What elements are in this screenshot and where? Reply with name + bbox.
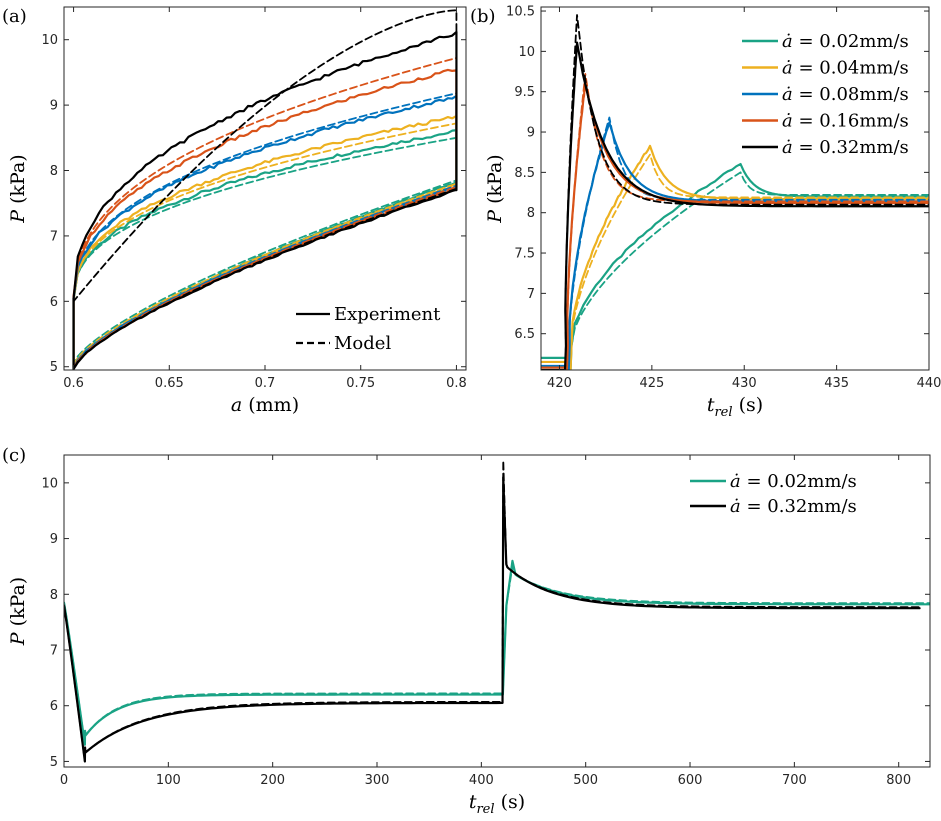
x-tick-label: 300	[365, 773, 390, 788]
panel-a-axes: 0.6 0.65 0.7 0.75 0.8 5 6 7 8 9 10 a (mm) P (kPa)	[7, 6, 467, 416]
y-tick-label: 9	[50, 532, 58, 547]
panel-c-0-02mm-s-experiment	[64, 559, 930, 746]
y-tick-label: 10	[518, 45, 535, 60]
panel-a-0-04mm-s-experiment	[72, 114, 458, 368]
panel-label-a: (a)	[2, 6, 27, 27]
x-tick-label: 600	[678, 773, 703, 788]
legend-label: ȧ = 0.04mm/s	[782, 58, 909, 79]
panel-c-frame	[63, 454, 931, 768]
y-tick-label: 7	[50, 644, 58, 659]
x-tick-label: 800	[886, 773, 911, 788]
legend-label: Model	[334, 333, 391, 354]
panel-a-legend: Experiment Model	[296, 304, 441, 354]
panel-a-0-04mm-s-model	[72, 122, 458, 366]
panel-c-legend: ȧ = 0.02mm/s ȧ = 0.32mm/s	[690, 471, 857, 517]
panel-c-0-02mm-s-model	[64, 565, 930, 746]
legend-label: ȧ = 0.32mm/s	[782, 137, 909, 158]
legend-label: ȧ = 0.02mm/s	[782, 31, 909, 52]
x-tick-label: 200	[260, 773, 285, 788]
panel-b-0-02mm-s-model	[541, 171, 929, 370]
panel-c-0-32mm-s-experiment	[64, 476, 921, 763]
x-tick-label: 435	[824, 376, 849, 391]
y-tick-label: 8	[50, 164, 58, 179]
panel-b-0-04mm-s-experiment	[541, 144, 929, 370]
panel-b-series	[541, 14, 929, 370]
x-tick-label: 0.6	[63, 376, 84, 391]
x-tick-label: 425	[639, 376, 664, 391]
panel-a-0-08mm-s-experiment	[72, 94, 458, 369]
y-tick-label: 7	[527, 287, 535, 302]
x-axis-label: trel (s)	[707, 394, 763, 420]
panel-label-c: (c)	[2, 445, 26, 466]
y-axis-label: P (kPa)	[484, 154, 506, 223]
y-tick-label: 9	[527, 126, 535, 141]
panel-b-0-04mm-s-model	[541, 153, 929, 370]
x-tick-label: 100	[156, 773, 181, 788]
panel-label-b: (b)	[470, 6, 496, 27]
x-tick-label: 500	[573, 773, 598, 788]
y-tick-label: 6.5	[514, 327, 535, 342]
x-tick-label: 440	[917, 376, 941, 391]
x-tick-label: 0.7	[255, 376, 276, 391]
legend-label: ȧ = 0.08mm/s	[782, 84, 909, 105]
panel-b-0-16mm-s-experiment	[541, 82, 929, 370]
y-tick-label: 5	[50, 360, 58, 375]
panel-c-series	[64, 459, 930, 763]
y-tick-label: 9	[50, 99, 58, 114]
y-tick-label: 6	[50, 699, 58, 714]
y-tick-label: 10.5	[506, 5, 535, 20]
panel-b-axes: 420 425 430 435 440 6.5 7 7.5 8 8.5 9 9.5 10 10.5 trel…	[484, 5, 941, 420]
y-tick-label: 10	[41, 33, 58, 48]
panel-a-0-32mm-s-model	[72, 9, 458, 370]
x-tick-label: 0.8	[446, 376, 467, 391]
y-tick-label: 7.5	[514, 247, 535, 262]
panel-a-0-02mm-s-experiment	[72, 129, 458, 368]
x-tick-label: 0.75	[346, 376, 375, 391]
x-axis-label: a (mm)	[231, 394, 299, 416]
x-tick-label: 420	[547, 376, 572, 391]
x-tick-label: 0.65	[155, 376, 184, 391]
y-axis-label: P (kPa)	[7, 154, 29, 223]
legend-label: Experiment	[334, 304, 441, 325]
panel-c-0-32mm-s-model	[64, 459, 921, 763]
y-tick-label: 7	[50, 229, 58, 244]
x-tick-label: 700	[782, 773, 807, 788]
panel-b-frame	[540, 6, 930, 371]
x-axis-label: trel (s)	[469, 791, 525, 817]
legend-label: ȧ = 0.16mm/s	[782, 111, 909, 132]
y-tick-label: 5	[50, 755, 58, 770]
x-tick-label: 430	[732, 376, 757, 391]
panel-a-series	[72, 9, 458, 370]
legend-label: ȧ = 0.02mm/s	[730, 471, 857, 492]
y-axis-label: P (kPa)	[7, 577, 29, 646]
y-tick-label: 8	[50, 588, 58, 603]
y-tick-label: 8	[527, 206, 535, 221]
panel-c-axes: 0 100 200 300 400 500 600 700 800 5 6 7 8 9 10 trel (s)…	[7, 454, 931, 817]
y-tick-label: 6	[50, 295, 58, 310]
panel-b-0-32mm-s-model	[541, 14, 929, 370]
y-tick-label: 8.5	[514, 166, 535, 181]
y-tick-label: 9.5	[514, 85, 535, 100]
panel-b-legend: ȧ = 0.02mm/s ȧ = 0.04mm/s ȧ = 0.08mm/s ȧ = …	[742, 31, 909, 158]
x-tick-label: 400	[469, 773, 494, 788]
y-tick-label: 10	[41, 476, 58, 491]
legend-label: ȧ = 0.32mm/s	[730, 496, 857, 517]
x-tick-label: 0	[60, 773, 68, 788]
